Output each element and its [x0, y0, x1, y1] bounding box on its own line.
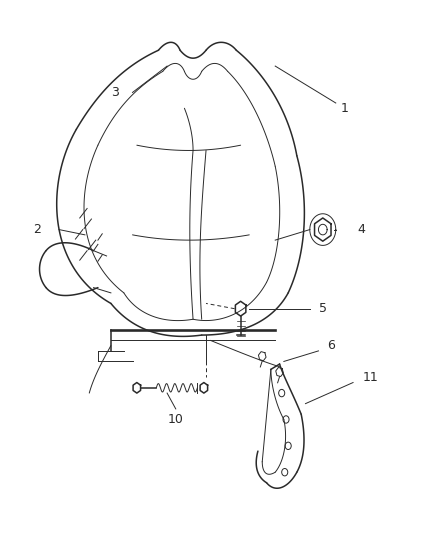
- Text: 4: 4: [358, 223, 366, 236]
- Text: 3: 3: [111, 86, 119, 99]
- Text: 5: 5: [319, 302, 327, 315]
- Text: 6: 6: [328, 339, 336, 352]
- Text: 1: 1: [340, 102, 348, 115]
- Text: 11: 11: [363, 371, 378, 384]
- Text: 2: 2: [33, 223, 41, 236]
- Text: 10: 10: [168, 413, 184, 426]
